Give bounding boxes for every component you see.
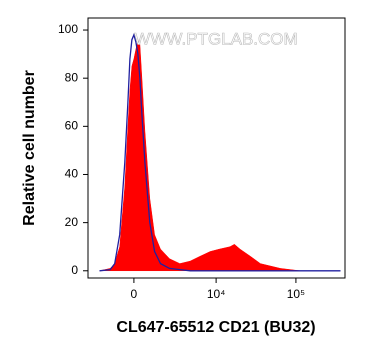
x-tick-label: 10⁴ (207, 287, 226, 301)
x-axis-label: CL647-65512 CD21 (BU32) (116, 319, 315, 336)
y-tick-label: 100 (58, 22, 78, 36)
watermark: WWW.PTGLAB.COM (134, 29, 297, 48)
y-tick-label: 60 (65, 119, 79, 133)
x-tick-label: 0 (131, 287, 138, 301)
y-tick-label: 80 (65, 70, 79, 84)
y-axis-label: Relative cell number (21, 70, 38, 226)
plot-area (99, 32, 341, 272)
y-tick-label: 20 (65, 215, 79, 229)
y-tick-label: 0 (71, 263, 78, 277)
histogram-area (99, 38, 341, 272)
y-tick-label: 40 (65, 167, 79, 181)
x-tick-label: 10⁵ (287, 287, 305, 301)
histogram-line (99, 32, 341, 272)
